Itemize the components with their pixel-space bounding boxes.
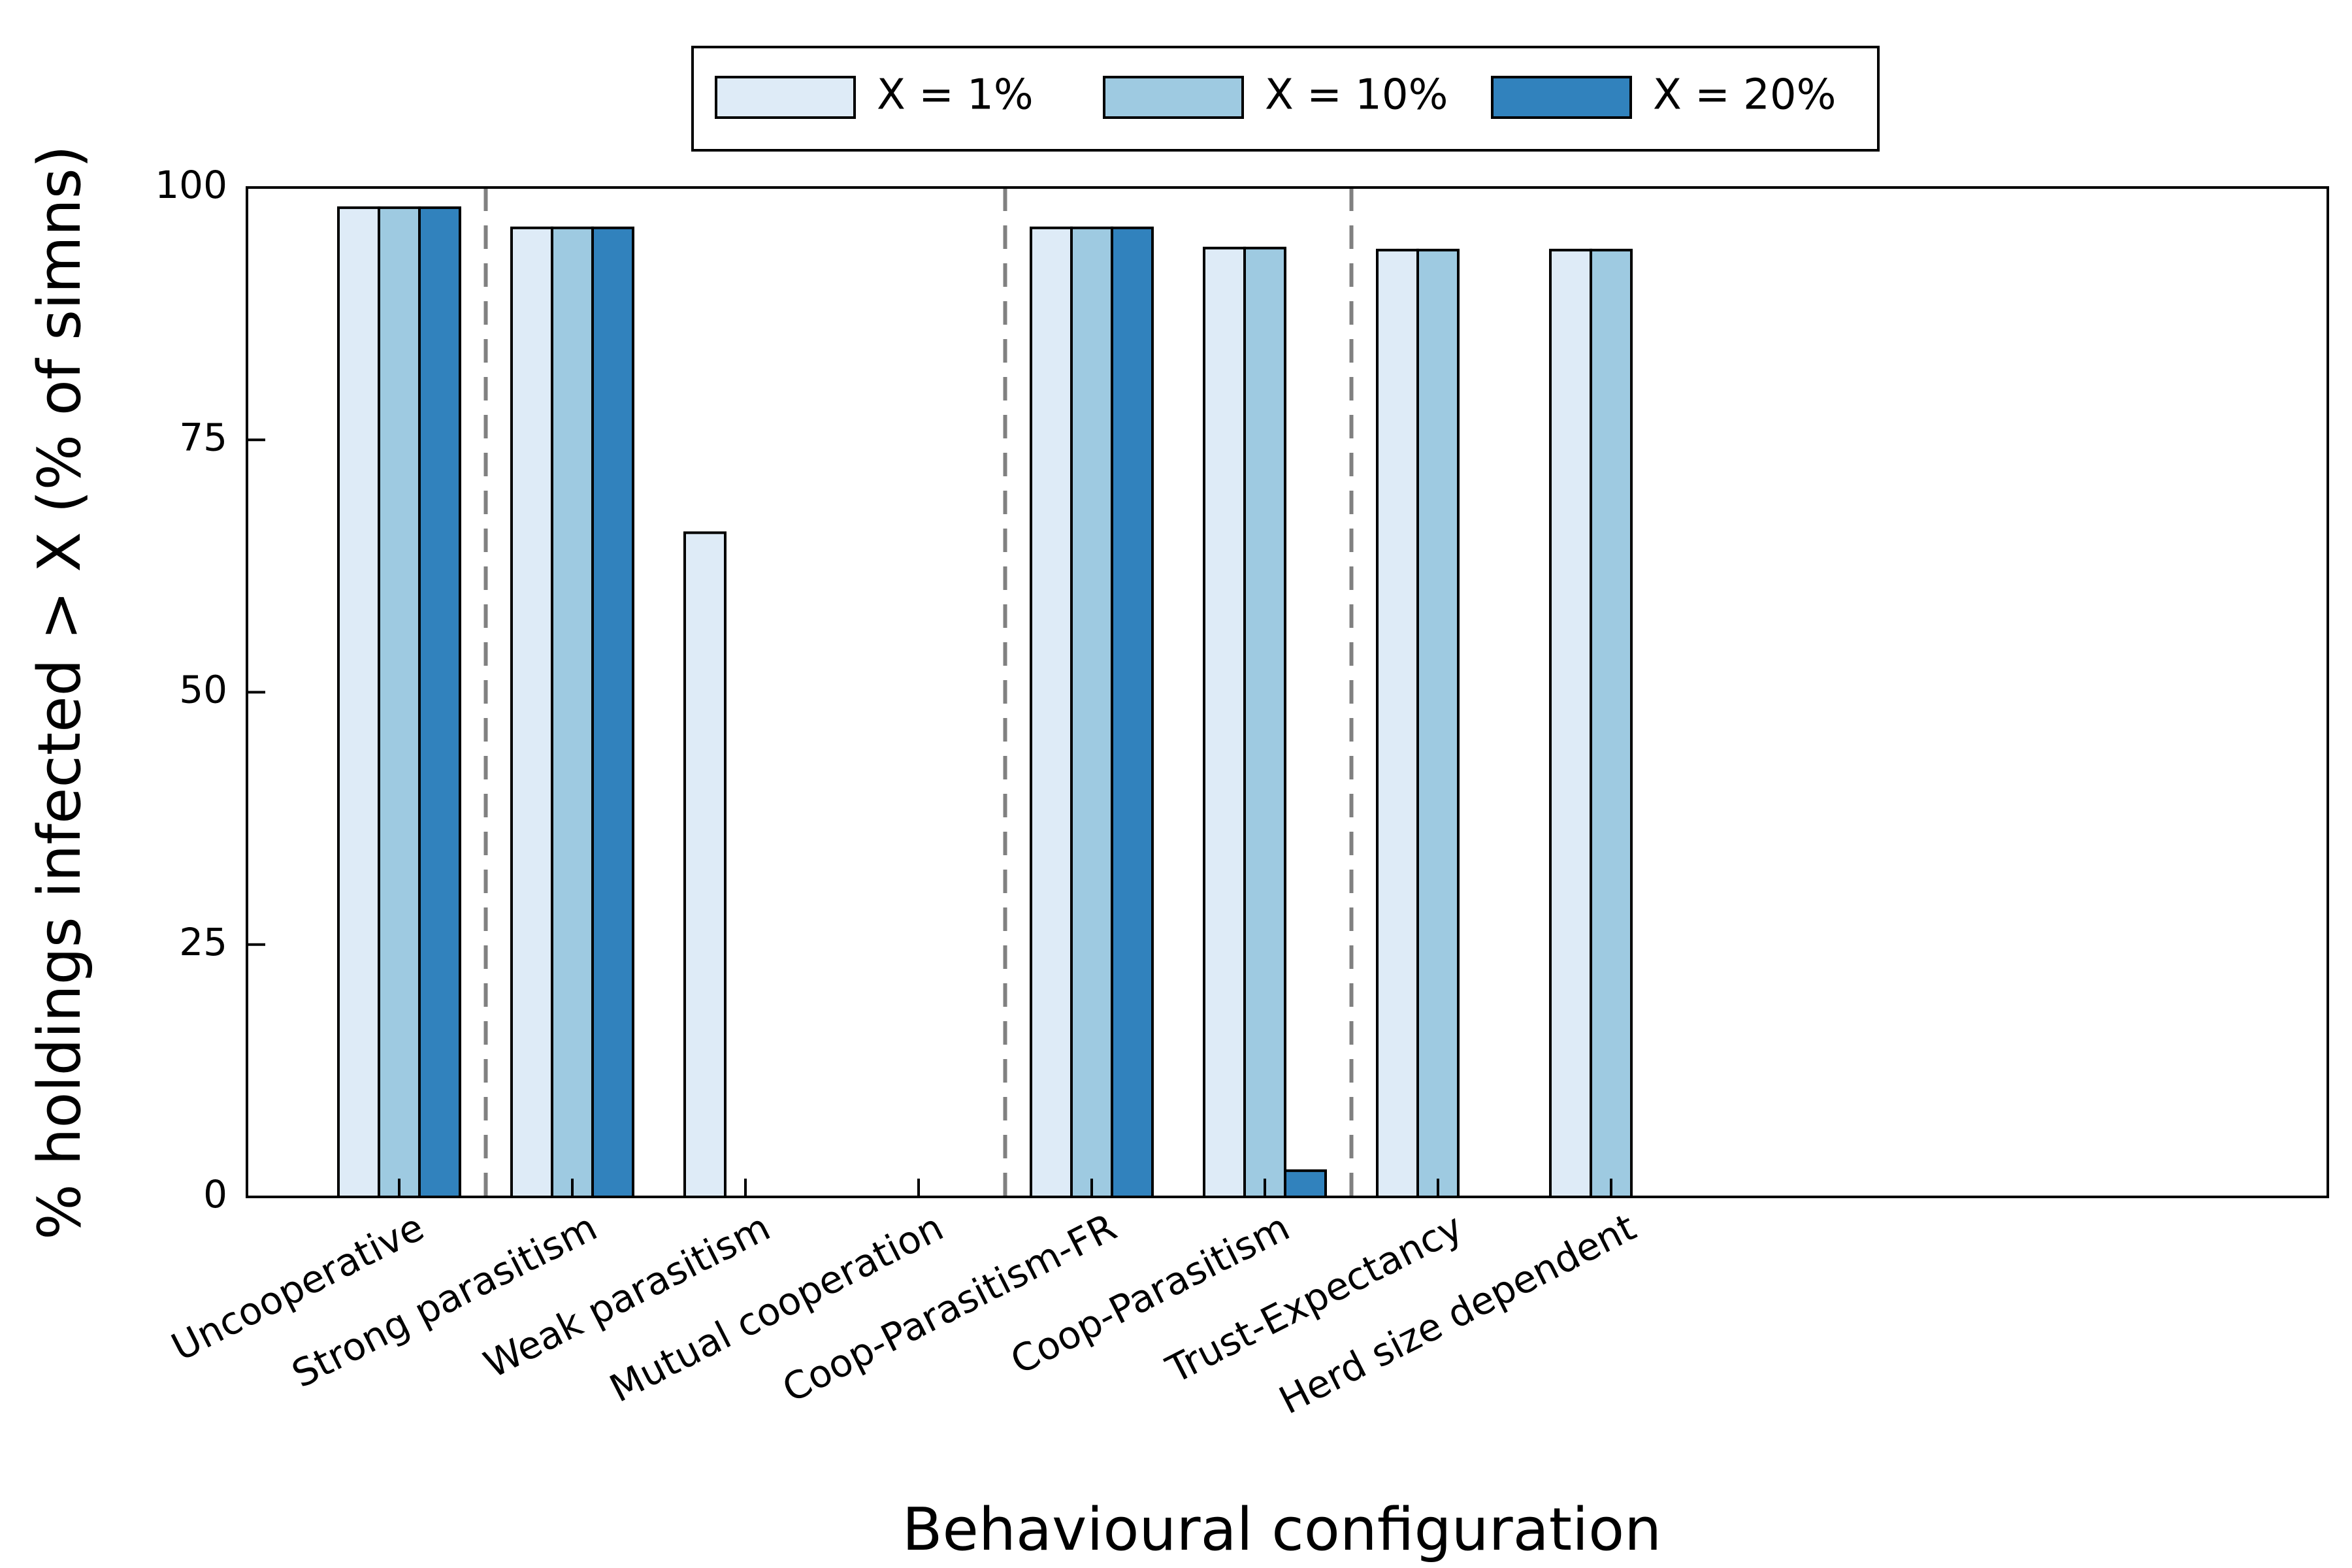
bar-coop-parasitism-fr-series-3: [1111, 226, 1154, 1198]
legend-swatch-1: [715, 76, 856, 119]
bar-herd-size-dependent-series-1: [1549, 248, 1592, 1198]
x-tick-label-coop-parasitism: Coop-Parasitism: [1004, 1205, 1296, 1383]
y-tick-label-50: 50: [179, 668, 227, 712]
bar-strong-parasitism-series-2: [551, 226, 594, 1198]
bar-uncooperative-series-1: [337, 206, 380, 1198]
y-tick-label-75: 75: [179, 415, 227, 459]
legend-frame: [691, 46, 1880, 152]
legend-swatch-3: [1491, 76, 1632, 119]
legend-label-3: X = 20%: [1653, 71, 1836, 120]
x-tick-label-coop-parasitism-fr: Coop-Parasitism-FR: [776, 1205, 1124, 1411]
bar-coop-parasitism-series-1: [1203, 246, 1246, 1199]
legend: X = 1% X = 10% X = 20%: [691, 46, 1880, 152]
y-tick-label-0: 0: [203, 1172, 227, 1217]
bar-uncooperative-series-3: [418, 206, 461, 1198]
x-tick-label-mutual-cooperation: Mutual cooperation: [603, 1205, 951, 1411]
bar-trust-expectancy-series-2: [1416, 248, 1460, 1198]
bar-strong-parasitism-series-1: [510, 226, 553, 1198]
bar-coop-parasitism-fr-series-2: [1070, 226, 1113, 1198]
bar-coop-parasitism-series-3: [1284, 1169, 1327, 1198]
y-tick-label-100: 100: [155, 163, 227, 207]
x-axis-title: Behavioural configuration: [902, 1495, 1661, 1564]
bar-uncooperative-series-2: [378, 206, 421, 1198]
bar-trust-expectancy-series-1: [1376, 248, 1419, 1198]
bar-strong-parasitism-series-3: [591, 226, 634, 1198]
x-tick-label-strong-parasitism: Strong parasitism: [285, 1205, 604, 1397]
bar-weak-parasitism-series-1: [683, 531, 727, 1198]
legend-label-2: X = 10%: [1265, 71, 1448, 120]
legend-swatch-2: [1103, 76, 1244, 119]
y-axis-title: % holdings infected > X (% of simns): [25, 145, 94, 1240]
bar-coop-parasitism-fr-series-1: [1030, 226, 1073, 1198]
bar-coop-parasitism-series-2: [1243, 246, 1286, 1199]
y-tick-label-25: 25: [179, 920, 227, 964]
legend-label-1: X = 1%: [877, 71, 1034, 120]
bar-herd-size-dependent-series-2: [1590, 248, 1633, 1198]
